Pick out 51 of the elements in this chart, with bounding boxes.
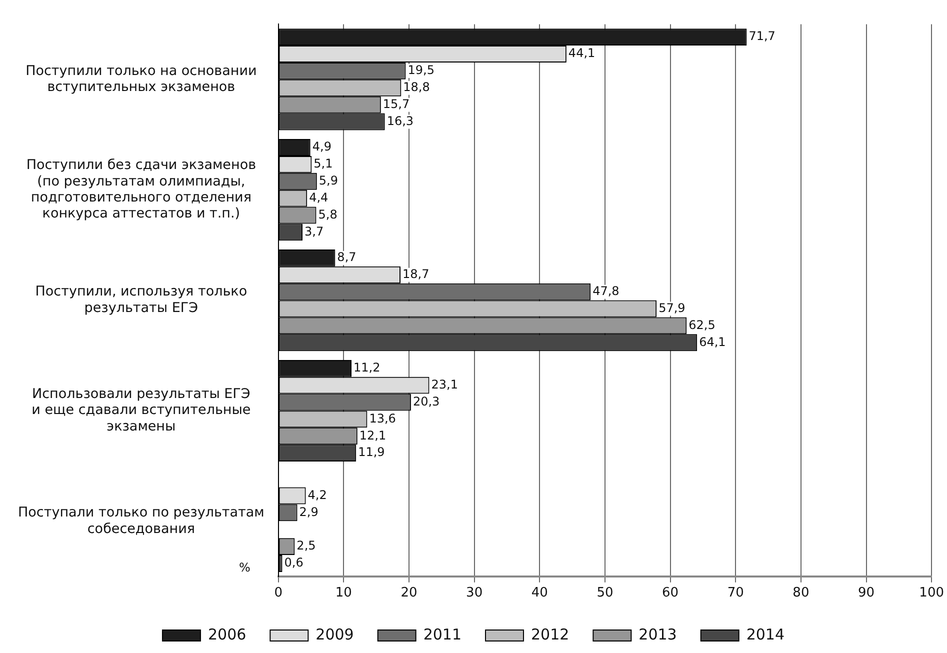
x-tick-label: 70 [727, 586, 744, 601]
data-label: 0,6 [284, 556, 304, 570]
x-tick-label: 10 [335, 586, 352, 601]
data-label: 11,9 [358, 445, 385, 460]
x-tick-label: 50 [596, 586, 614, 601]
y-tick-label: Поступили, используя только результаты ЕГЭ [35, 284, 248, 316]
data-label: 47,8 [592, 284, 620, 298]
x-tick-label: 80 [792, 586, 810, 601]
data-label: 20,3 [412, 394, 440, 408]
data-label: 4,9 [312, 140, 332, 154]
data-label: 11,2 [354, 360, 380, 375]
y-tick-label: Поступили без сдачи экзаменов (по результатам олимпиады, подготовительного отделения конкурса аттестатов и т.п.) [26, 157, 256, 222]
data-label: 44,1 [568, 46, 596, 60]
data-label: 62,5 [688, 318, 716, 332]
legend-label: 2011 [423, 625, 462, 644]
data-label: 5,8 [318, 207, 338, 222]
data-label: 18,8 [403, 80, 430, 94]
data-label: 5,9 [318, 174, 338, 188]
x-tick-label: 20 [400, 586, 418, 601]
data-label: 57,9 [658, 300, 686, 315]
data-label: 3,7 [304, 224, 324, 238]
legend-label: 2009 [316, 625, 354, 644]
data-label: 71,7 [748, 29, 776, 44]
data-label: 15,7 [382, 96, 410, 111]
x-tick-label: 90 [858, 586, 875, 601]
y-tick-label: Поступили только на основании вступительных экзаменов [26, 62, 257, 96]
x-tick-label: 30 [466, 586, 483, 601]
data-label: 13,6 [369, 411, 396, 426]
legend-label: 2012 [531, 625, 570, 644]
legend-label: 2014 [746, 625, 785, 644]
data-label: 5,1 [314, 156, 333, 171]
legend-label: 2013 [638, 625, 677, 644]
x-tick-label: 100 [919, 586, 944, 601]
data-label: 64,1 [699, 334, 726, 349]
y-tick-label: Поступали только по результатам собеседования [18, 504, 264, 537]
x-axis-title: % [238, 560, 250, 575]
y-tick-label: Использовали результаты ЕГЭ и еще сдавали вступительные экзамены [32, 386, 251, 434]
data-label: 2,9 [299, 504, 318, 519]
data-label: 2,5 [296, 538, 316, 553]
data-label: 4,2 [308, 488, 327, 502]
data-label: 23,1 [431, 377, 458, 392]
x-tick-label: 60 [662, 586, 679, 601]
data-label: 18,7 [402, 267, 430, 282]
data-label: 4,4 [309, 190, 328, 204]
x-tick-label: 40 [531, 586, 548, 601]
x-tick-label: 0 [274, 586, 282, 601]
data-label: 12,1 [359, 428, 386, 442]
data-label: 19,5 [408, 63, 434, 78]
legend-label: 2006 [208, 625, 246, 644]
data-label: 8,7 [337, 250, 356, 264]
data-label: 16,3 [386, 114, 414, 128]
